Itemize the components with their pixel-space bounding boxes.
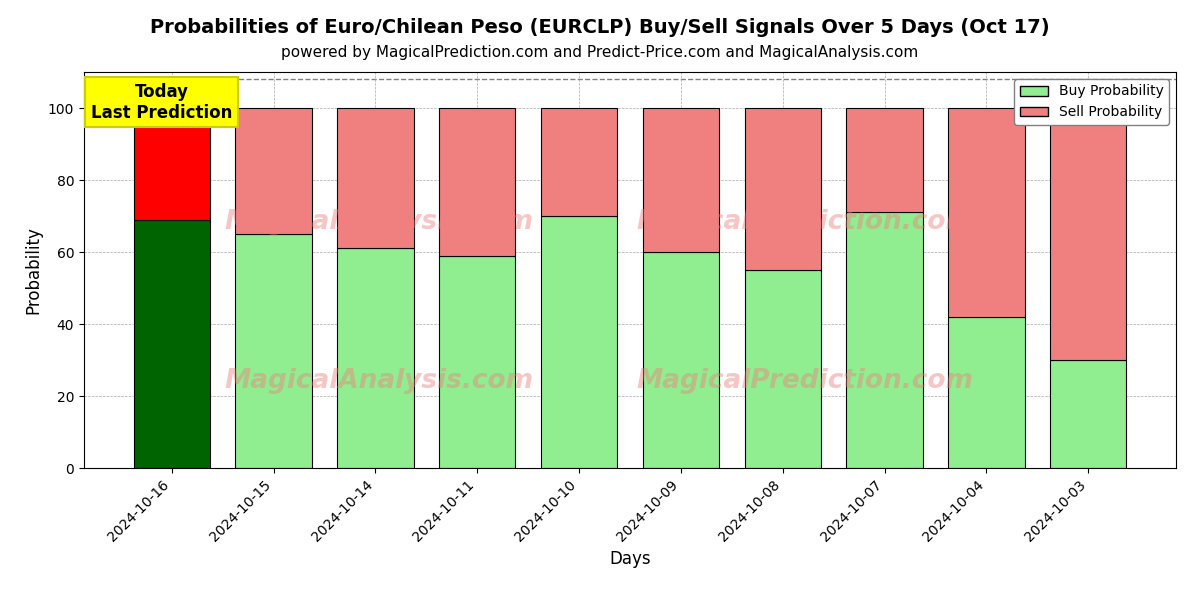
Bar: [133, 220, 210, 468]
Text: MagicalAnalysis.com: MagicalAnalysis.com: [224, 209, 534, 235]
Legend: Buy Probability, Sell Probability: Buy Probability, Sell Probability: [1014, 79, 1169, 125]
Text: MagicalPrediction.com: MagicalPrediction.com: [636, 209, 973, 235]
Bar: [541, 216, 617, 468]
Bar: [846, 212, 923, 468]
Bar: [235, 108, 312, 234]
Bar: [439, 256, 516, 468]
Bar: [337, 108, 414, 248]
Bar: [541, 108, 617, 216]
Bar: [744, 270, 821, 468]
Bar: [948, 108, 1025, 317]
Bar: [643, 108, 719, 252]
X-axis label: Days: Days: [610, 550, 650, 568]
Y-axis label: Probability: Probability: [24, 226, 42, 314]
Text: Today
Last Prediction: Today Last Prediction: [91, 83, 233, 122]
Text: Probabilities of Euro/Chilean Peso (EURCLP) Buy/Sell Signals Over 5 Days (Oct 17: Probabilities of Euro/Chilean Peso (EURC…: [150, 18, 1050, 37]
Bar: [744, 108, 821, 270]
Bar: [235, 234, 312, 468]
Bar: [846, 108, 923, 212]
Text: MagicalPrediction.com: MagicalPrediction.com: [636, 368, 973, 394]
Bar: [1050, 360, 1127, 468]
Bar: [133, 108, 210, 220]
Bar: [643, 252, 719, 468]
Text: MagicalAnalysis.com: MagicalAnalysis.com: [224, 368, 534, 394]
Bar: [439, 108, 516, 256]
Bar: [1050, 108, 1127, 360]
Text: powered by MagicalPrediction.com and Predict-Price.com and MagicalAnalysis.com: powered by MagicalPrediction.com and Pre…: [281, 45, 919, 60]
Bar: [948, 317, 1025, 468]
Bar: [337, 248, 414, 468]
